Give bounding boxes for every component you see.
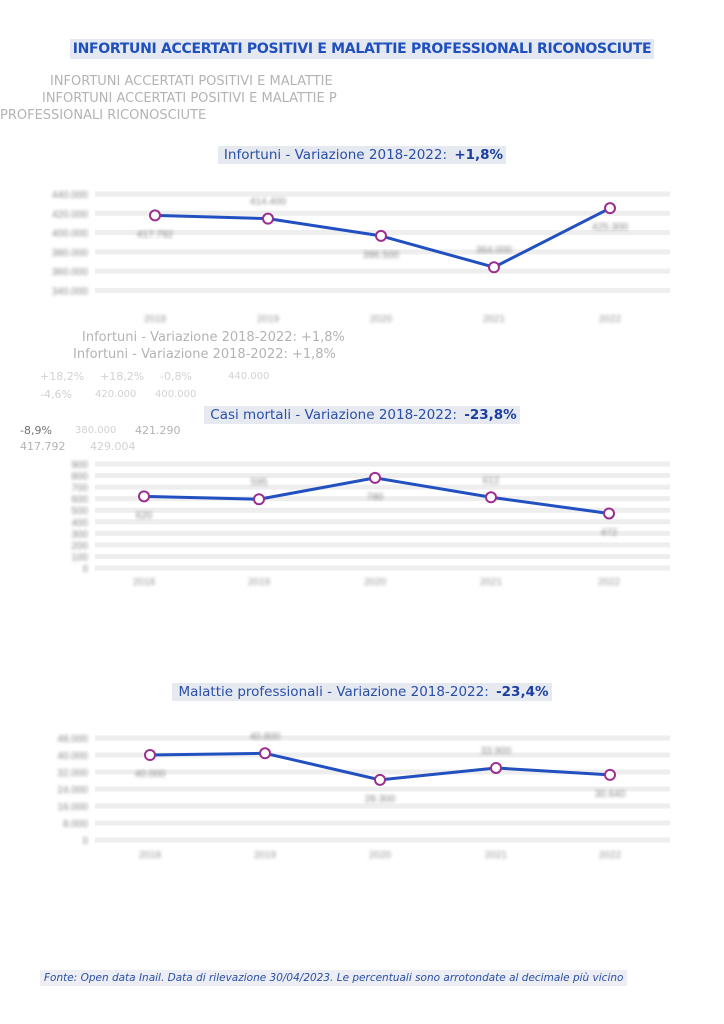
y-tick-label: 32.000 [57,768,88,779]
ghost-title-line2: PROFESSIONALI RICONOSCIUTE [0,108,207,123]
y-tick-label: 600 [71,495,88,506]
x-tick-label: 2022 [599,314,622,325]
data-label: 472 [601,527,618,538]
data-point [149,209,161,222]
y-tick-label: 8.000 [63,819,88,830]
y-tick-label: 360.000 [52,267,89,278]
data-point [375,229,387,242]
x-tick-label: 2021 [480,577,503,588]
y-tick-label: 200 [71,541,88,552]
data-label: 414.400 [250,197,287,208]
ghost-subtitle-a: Infortuni - Variazione 2018-2022: +1,8% [82,330,345,345]
x-tick-label: 2021 [485,850,508,861]
x-tick-label: 2021 [483,314,506,325]
data-point [253,493,265,506]
ghost-pct-d: -8,9% [20,424,52,437]
ghost-value-c: 429.004 [90,440,136,453]
ghost-pct-a2: +18,2% [100,370,145,383]
y-tick-label: 0 [82,564,88,575]
page-title: INFORTUNI ACCERTATI POSITIVI E MALATTIE … [0,39,724,59]
data-label: 780 [367,492,384,503]
y-tick-label: 380.000 [52,248,89,259]
data-point [604,202,616,215]
data-point [262,212,274,225]
data-point [138,490,150,503]
data-label: 33.900 [481,746,512,757]
data-label: 595 [251,477,268,488]
source-footnote: Fonte: Open data Inail. Data di rilevazi… [40,968,628,986]
ghost-title-line1: INFORTUNI ACCERTATI POSITIVI E MALATTIE [50,74,333,89]
y-tick-label: 400.000 [52,229,89,240]
data-label: 30.640 [595,789,626,800]
x-tick-label: 2020 [370,314,393,325]
y-tick-label: 340.000 [52,286,89,297]
chart-title-malattie: Malattie professionali - Variazione 2018… [0,683,724,701]
data-point [374,773,386,786]
data-point [369,471,381,484]
data-label: 40.000 [135,769,166,780]
y-tick-label: 400 [71,518,88,529]
ghost-title-overlap: INFORTUNI ACCERTATI POSITIVI E MALATTIE … [42,91,337,106]
y-tick-label: 700 [71,483,88,494]
chart-title-casi-mortali: Casi mortali - Variazione 2018-2022: -23… [0,406,724,424]
x-tick-label: 2020 [369,850,392,861]
y-tick-label: 300 [71,529,88,540]
data-label: 40.800 [250,731,281,742]
data-point [604,768,616,781]
x-tick-label: 2019 [257,314,280,325]
data-point [490,761,502,774]
data-label: 620 [136,510,153,521]
x-tick-label: 2018 [133,577,156,588]
x-tick-label: 2018 [139,850,162,861]
y-tick-label: 40.000 [57,751,88,762]
x-tick-label: 2019 [248,577,271,588]
data-label: 425.300 [592,222,629,233]
y-tick-label: 48.000 [57,734,88,745]
y-tick-label: 24.000 [57,785,88,796]
ghost-tick-440: 440.000 [228,371,270,382]
y-tick-label: 0 [82,836,88,847]
x-tick-label: 2018 [144,314,167,325]
ghost-tick-400: 400.000 [155,389,197,400]
data-point [603,507,615,520]
ghost-pct-c: -4,6% [40,388,72,401]
data-point [485,491,497,504]
y-tick-label: 800 [71,472,88,483]
ghost-pct-a: +18,2% [40,370,85,383]
ghost-value-a: 421.290 [135,424,181,437]
ghost-pct-b: -0,8% [160,370,192,383]
data-label: 364.000 [476,245,513,256]
y-tick-label: 500 [71,506,88,517]
data-point [488,261,500,274]
data-point [144,749,156,761]
x-tick-label: 2019 [254,850,277,861]
y-tick-label: 16.000 [57,802,88,813]
data-label: 417.792 [137,229,174,240]
data-label: 28.300 [365,794,396,805]
ghost-tick-420: 420.000 [95,389,137,400]
data-label: 396.500 [363,250,400,261]
ghost-value-b: 417.792 [20,440,66,453]
ghost-subtitle-b: Infortuni - Variazione 2018-2022: +1,8% [73,347,336,362]
y-tick-label: 420.000 [52,209,89,220]
data-point [259,747,271,760]
x-tick-label: 2022 [598,577,621,588]
y-tick-label: 900 [71,460,88,471]
chart-title-infortuni: Infortuni - Variazione 2018-2022: +1,8% [0,146,724,164]
ghost-tick-380: 380.000 [75,425,117,436]
y-tick-label: 440.000 [52,190,89,201]
x-tick-label: 2020 [364,577,387,588]
y-tick-label: 100 [71,552,88,563]
x-tick-label: 2022 [599,850,622,861]
data-label: 612 [483,475,500,486]
